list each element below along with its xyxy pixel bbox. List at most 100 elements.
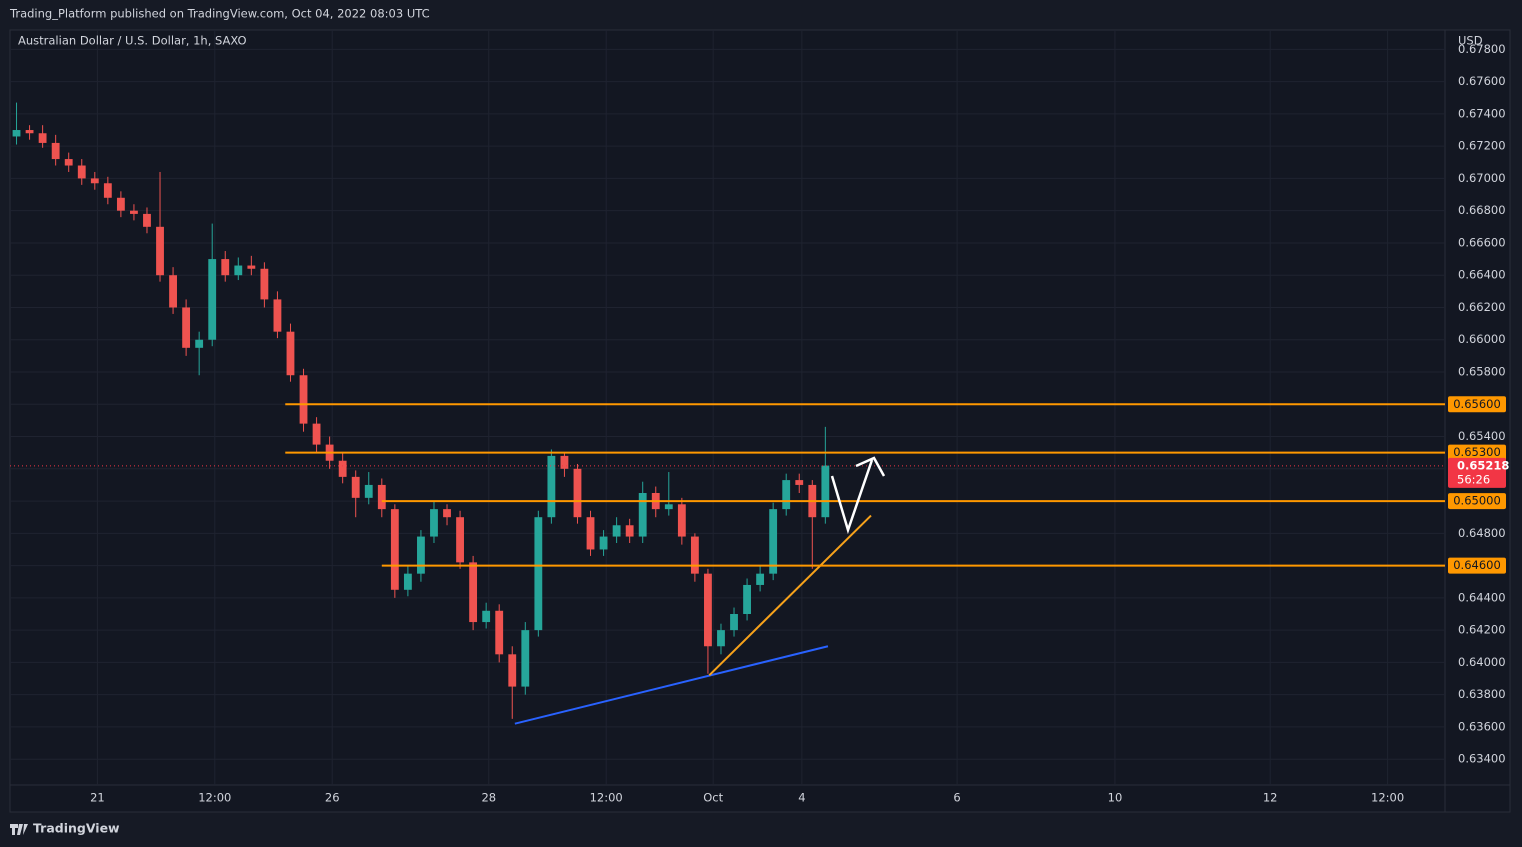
candle-body [599,536,608,550]
candle-body [90,178,99,184]
x-tick-label: 4 [798,791,805,805]
candle-body [351,476,360,498]
candle-body [77,165,86,179]
candle-body [116,197,125,211]
candle-body [730,613,738,631]
projection-arrow-head [855,456,886,477]
candle-body [521,630,530,687]
candle-body [247,265,256,269]
candle-body [143,213,151,227]
candle-body [377,484,386,510]
candle-body [756,573,765,585]
x-tick-label: 6 [953,791,960,805]
y-tick-label: 0.64000 [1458,655,1506,669]
last-price-label: 0.65218 [1457,458,1509,472]
level-label-bg [1448,444,1506,461]
y-tick-label: 0.63600 [1458,719,1506,733]
y-tick-label: 0.63800 [1458,687,1506,701]
countdown: 56:26 [1457,472,1490,486]
y-tick-label: 0.63400 [1458,752,1506,766]
x-tick-label: 10 [1108,791,1123,805]
candle-body [260,268,269,300]
x-tick-label: 21 [90,791,105,805]
candle-body [573,468,582,518]
candle-body [64,159,73,166]
candle-body [390,509,399,590]
candle-body [821,465,830,518]
y-tick-label: 0.66400 [1458,268,1506,282]
level-label: 0.65300 [1453,445,1501,459]
grid [10,30,1445,785]
candle-body [625,525,634,537]
y-tick-label: 0.67000 [1458,171,1506,185]
candle-body [103,183,112,198]
candle-body [677,504,686,537]
candle-body [469,562,478,623]
candle-body [664,504,673,510]
unit-bg [1446,31,1509,53]
candle-body [273,299,282,332]
y-tick-label: 0.64200 [1458,623,1506,637]
candle-body [586,517,595,550]
candle-body [364,484,373,498]
candle-body [547,455,556,518]
level-label-bg [1448,396,1506,413]
x-tick-label: 12:00 [590,791,623,805]
trend-line [514,645,829,725]
y-unit: USD [1458,34,1483,48]
candle-body [182,307,191,348]
candle-body [560,455,569,469]
trend-line [708,514,872,677]
candle-body [508,654,517,687]
candle-body [495,610,504,655]
header: Trading_Platform published on TradingVie… [9,7,430,21]
candle-body [534,517,543,631]
candle-body [195,339,204,348]
x-tick-label: Oct [703,791,723,805]
y-tick-label: 0.67800 [1458,42,1506,56]
candle-body [782,480,791,510]
candle-body [338,460,347,477]
candle-body [443,509,451,518]
candle-body [38,133,47,143]
candle-body [638,493,647,537]
x-tick-label: 12:00 [1371,791,1404,805]
candle-body [286,331,295,376]
candle-body [169,275,177,308]
y-tick-label: 0.65400 [1458,429,1506,443]
y-tick-label: 0.67600 [1458,74,1506,88]
y-tick-label: 0.66000 [1458,332,1506,346]
chart-title: Australian Dollar / U.S. Dollar, 1h, SAX… [18,34,247,48]
level-label-bg [1448,557,1506,574]
candle-body [417,536,425,574]
candle-body [221,259,230,276]
x-tick-label: 12:00 [198,791,231,805]
level-label: 0.65000 [1453,494,1501,508]
candle-body [482,610,491,623]
candle-body [769,509,778,574]
level-label-bg [1448,493,1506,510]
y-tick-label: 0.66800 [1458,203,1506,217]
candle-body [12,130,21,137]
y-tick-label: 0.67400 [1458,106,1506,120]
candle-body [130,210,138,214]
logo-icon [10,824,28,835]
candle-body [156,226,164,276]
candle-body [795,480,804,485]
candle-body [704,573,712,647]
x-tick-label: 12 [1263,791,1278,805]
candle-body [25,130,34,134]
marks [10,102,1445,725]
x-tick-label: 26 [325,791,340,805]
y-tick-label: 0.64400 [1458,590,1506,604]
y-tick-label: 0.65800 [1458,365,1506,379]
candle-body [312,423,321,445]
y-tick-label: 0.66600 [1458,235,1506,249]
level-label: 0.64600 [1453,558,1501,572]
chart-panel [9,29,1511,813]
candle-body [690,536,699,574]
x-tick-label: 28 [481,791,496,805]
y-tick-label: 0.64800 [1458,526,1506,540]
candle-body [612,525,621,537]
